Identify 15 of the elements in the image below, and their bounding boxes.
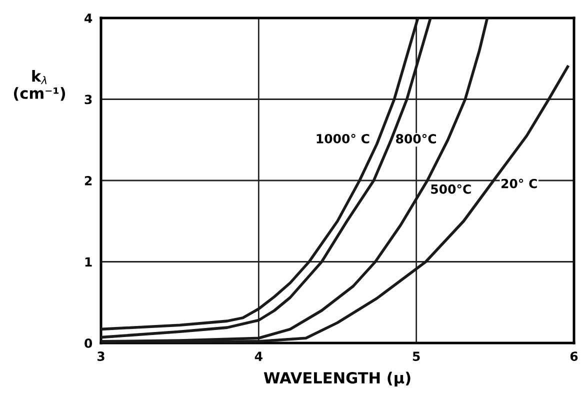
y-tick-label: 2 bbox=[84, 176, 92, 186]
series-label: 20° C bbox=[502, 178, 537, 188]
y-tick-label: 3 bbox=[84, 94, 92, 104]
y-axis-title: k$_{λ}$ (cm⁻¹) bbox=[14, 70, 66, 101]
x-axis-title: WAVELENGTH (μ) bbox=[264, 372, 410, 387]
y-tick-label: 0 bbox=[84, 338, 92, 348]
series-label: 500°C bbox=[431, 184, 471, 194]
x-tick-label: 6 bbox=[570, 352, 578, 362]
y-tick-label: 4 bbox=[84, 14, 92, 23]
x-tick-label: 5 bbox=[412, 352, 420, 362]
series-label: 800°C bbox=[396, 134, 436, 144]
y-tick-label: 1 bbox=[85, 257, 92, 266]
x-tick-label: 3 bbox=[97, 352, 104, 362]
series-label: 1000° C bbox=[316, 134, 370, 144]
x-tick-label: 4 bbox=[254, 352, 262, 361]
